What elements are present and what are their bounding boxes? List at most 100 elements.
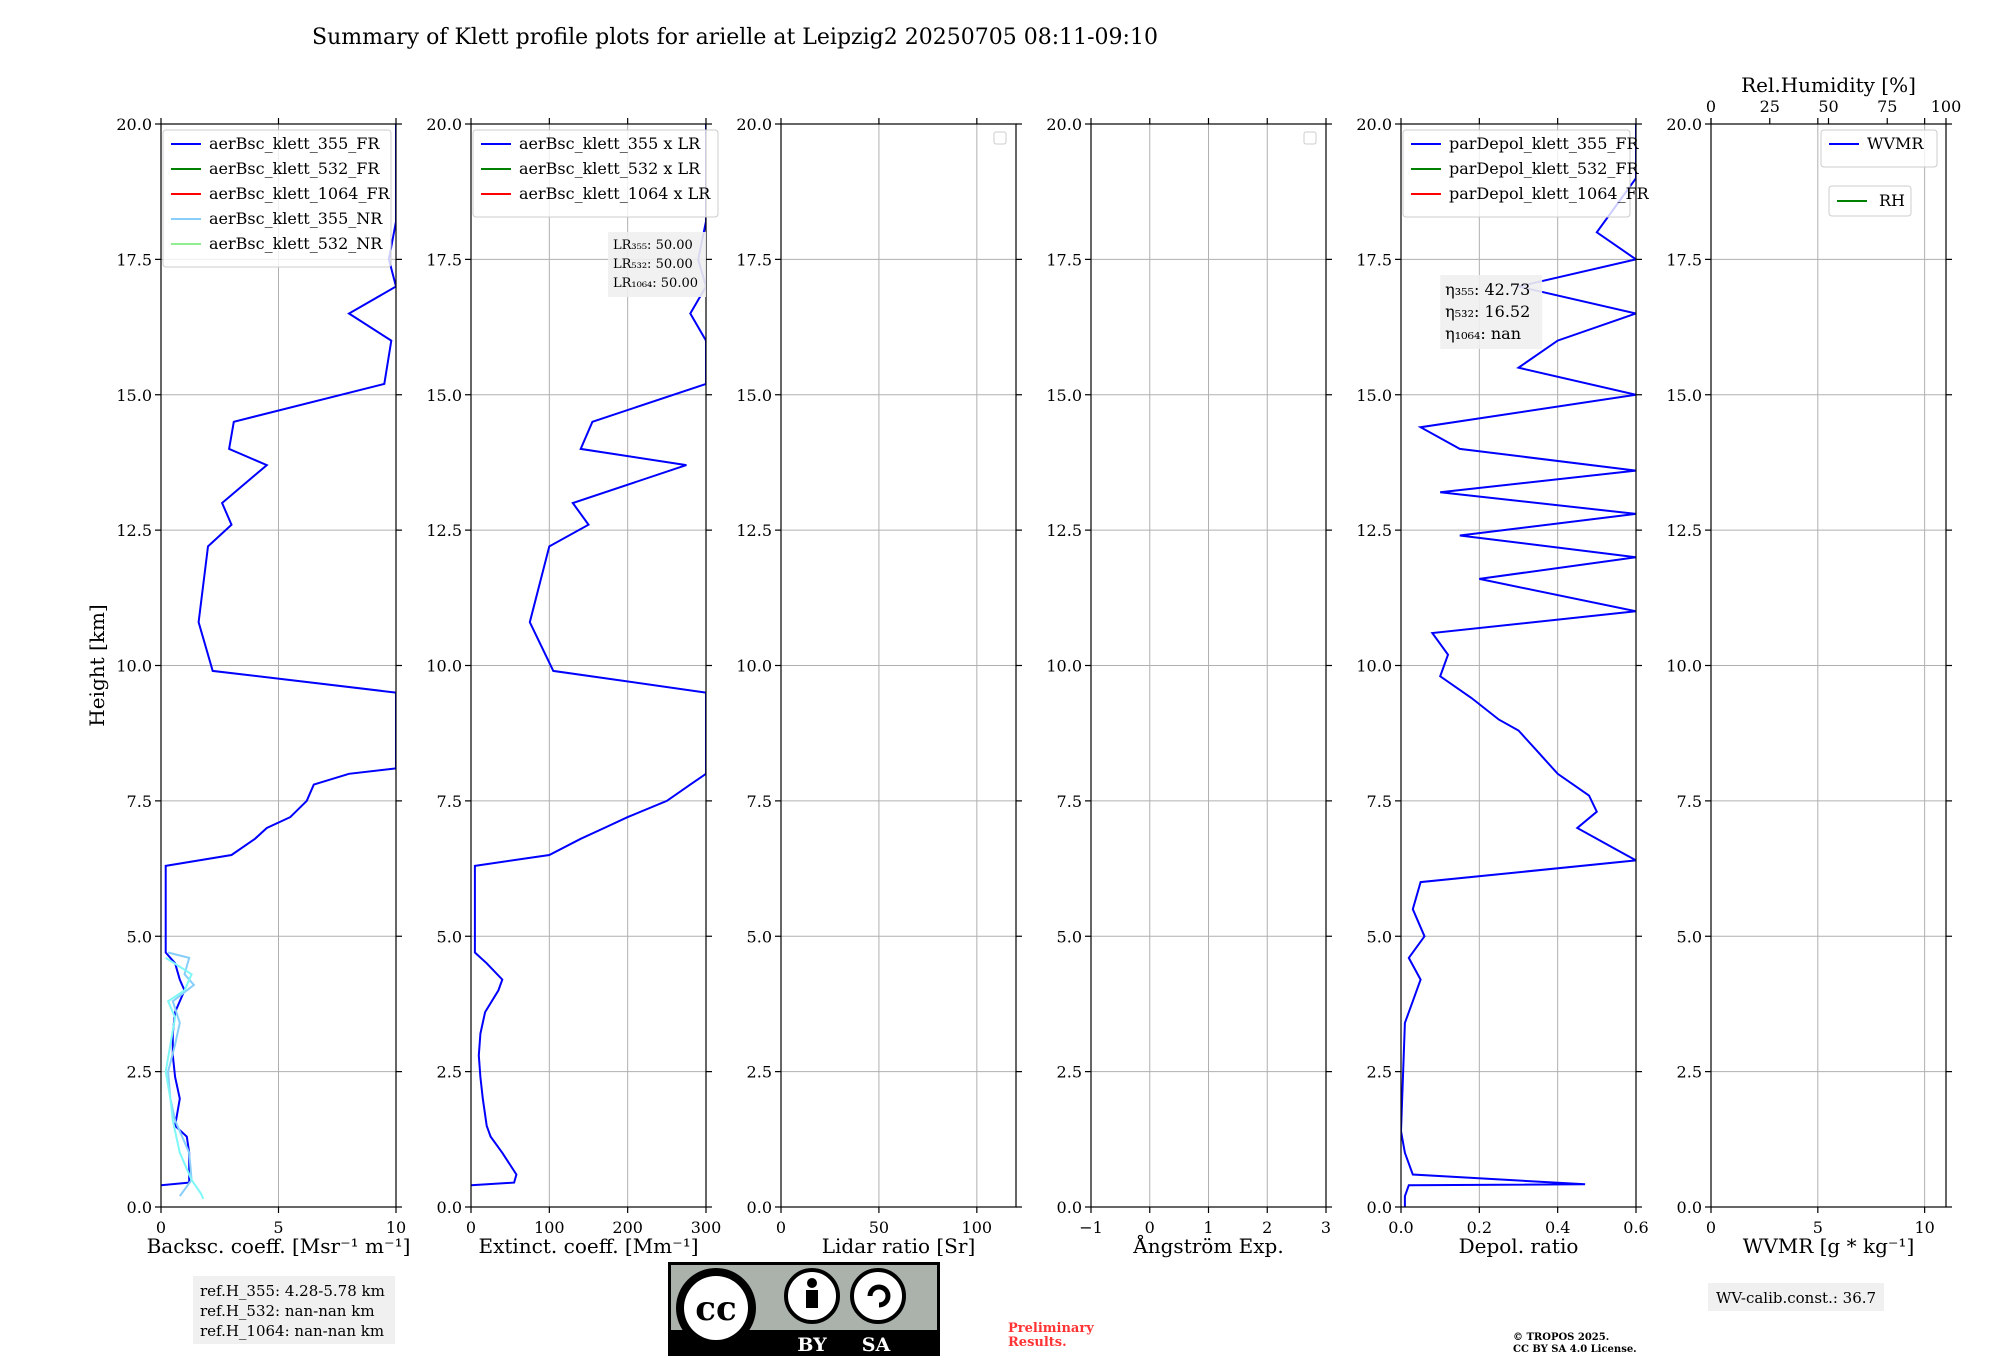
y-tick-label: 7.5 xyxy=(1367,792,1392,811)
legend-box xyxy=(162,129,392,268)
sa-arrow-icon xyxy=(867,1284,891,1308)
copyright-line-2: CC BY SA 4.0 License. xyxy=(1513,1344,1637,1355)
y-tick-label: 10.0 xyxy=(736,657,772,676)
x-tick-label: 300 xyxy=(691,1218,722,1237)
legend-box xyxy=(472,129,719,218)
y-tick-label: 7.5 xyxy=(1677,792,1702,811)
x-tick-label: 0.2 xyxy=(1467,1218,1492,1237)
x-tick-label: 0 xyxy=(156,1218,166,1237)
x-axis-label: Depol. ratio xyxy=(1459,1234,1579,1258)
y-tick-label: 17.5 xyxy=(736,250,772,269)
x-tick-label: 10 xyxy=(1914,1218,1934,1237)
y-tick-label: 0.0 xyxy=(1367,1198,1392,1217)
annotation-text: LR₅₃₂: 50.00 xyxy=(613,257,693,272)
y-tick-label: 0.0 xyxy=(747,1198,772,1217)
y-tick-label: 2.5 xyxy=(437,1063,462,1082)
axes-depol: 0.0 0.2 0.4 0.6 0.0 2.5 5.0 7.5 10.0 12.5 15.0 17.5… xyxy=(1356,115,1649,1258)
legend2-label: RH xyxy=(1879,191,1905,210)
y-tick-label: 12.5 xyxy=(426,521,462,540)
y-tick-label: 15.0 xyxy=(116,386,152,405)
series-line-aerBsc_klett_355_NR xyxy=(167,951,196,1197)
axes-extinction: 0 100 200 300 0.0 2.5 5.0 7.5 10.0 12.5 15.0 17.5 20… xyxy=(426,115,721,1258)
cc-by-sa-logo: cc BY SA xyxy=(668,1262,940,1356)
y-tick-label: 12.5 xyxy=(1666,521,1702,540)
cc-text: cc xyxy=(695,1289,736,1329)
y-tick-label: 10.0 xyxy=(1666,657,1702,676)
legend-label: parDepol_klett_1064_FR xyxy=(1449,184,1650,203)
wv-calib-box-bg xyxy=(1708,1283,1884,1311)
x-tick-label: 3 xyxy=(1321,1218,1331,1237)
y-tick-label: 0.0 xyxy=(1677,1198,1702,1217)
plots-container: 0 5 100.02.55.07.510.012.515.017.520.0Back… xyxy=(85,73,1961,1258)
x-tick-label: 0.6 xyxy=(1623,1218,1648,1237)
y-tick-label: 2.5 xyxy=(747,1063,772,1082)
y-tick-label: 2.5 xyxy=(1367,1063,1392,1082)
y-tick-label: 5.0 xyxy=(747,927,772,946)
sa-share-alike-icon xyxy=(850,1268,906,1324)
sa-label: SA xyxy=(862,1334,891,1356)
legend-label: aerBsc_klett_355 x LR xyxy=(519,134,701,153)
y-tick-label: 10.0 xyxy=(116,657,152,676)
y-tick-label: 20.0 xyxy=(1666,115,1702,134)
series-line-aerBsc_klett_532_NR xyxy=(164,957,205,1200)
wv-calib-box: WV-calib.const.: 36.7 xyxy=(1708,1283,1884,1311)
y-tick-label: 15.0 xyxy=(426,386,462,405)
axes-angstrom: −1 0 1 2 3 0.0 2.5 5.0 7.5 10.0 12.5 15.0 17.5 20.0 Ån… xyxy=(1046,115,1332,1258)
y-tick-label: 15.0 xyxy=(1666,386,1702,405)
cc-circle xyxy=(684,1276,748,1340)
top-x-tick-label: 100 xyxy=(1931,97,1962,116)
y-tick-label: 17.5 xyxy=(1666,250,1702,269)
x-tick-label: 0 xyxy=(1706,1218,1716,1237)
y-tick-label: 20.0 xyxy=(1356,115,1392,134)
y-tick-label: 2.5 xyxy=(1677,1063,1702,1082)
y-tick-label: 12.5 xyxy=(736,521,772,540)
copyright-line-1: © TROPOS 2025. xyxy=(1513,1332,1609,1343)
y-tick-label: 20.0 xyxy=(426,115,462,134)
x-tick-label: 0 xyxy=(776,1218,786,1237)
by-person-body xyxy=(806,1290,818,1308)
wv-calib-text: WV-calib.const.: 36.7 xyxy=(1716,1289,1876,1307)
y-tick-label: 17.5 xyxy=(426,250,462,269)
x-axis-label: Extinct. coeff. [Mm⁻¹] xyxy=(478,1234,698,1258)
y-tick-label: 7.5 xyxy=(437,792,462,811)
legend-label: aerBsc_klett_532 x LR xyxy=(519,159,701,178)
y-tick-label: 17.5 xyxy=(116,250,152,269)
x-tick-label: 1 xyxy=(1203,1218,1213,1237)
y-tick-label: 5.0 xyxy=(1057,927,1082,946)
x-tick-label: 5 xyxy=(1813,1218,1823,1237)
annotation-box xyxy=(608,232,706,297)
x-tick-label: 5 xyxy=(273,1218,283,1237)
y-tick-label: 17.5 xyxy=(1356,250,1392,269)
x-tick-label: −1 xyxy=(1079,1218,1103,1237)
x-axis-label: Backsc. coeff. [Msr⁻¹ m⁻¹] xyxy=(147,1234,411,1258)
y-tick-label: 20.0 xyxy=(1046,115,1082,134)
annotation-text: LR₃₅₅: 50.00 xyxy=(613,238,693,253)
y-tick-label: 2.5 xyxy=(1057,1063,1082,1082)
figure-title: Summary of Klett profile plots for ariel… xyxy=(312,25,1158,50)
annotation-box xyxy=(1440,275,1543,349)
x-axis-label: Ångström Exp. xyxy=(1132,1233,1283,1258)
legend-label: aerBsc_klett_355_FR xyxy=(209,134,380,153)
x-tick-label: 0.0 xyxy=(1388,1218,1413,1237)
y-tick-label: 5.0 xyxy=(437,927,462,946)
annotation-text: η₃₅₅: 42.73 xyxy=(1445,280,1530,299)
y-tick-label: 17.5 xyxy=(1046,250,1082,269)
legend-box xyxy=(1402,129,1631,218)
x-tick-label: 100 xyxy=(534,1218,565,1237)
y-tick-label: 10.0 xyxy=(426,657,462,676)
legend-box xyxy=(1820,129,1938,168)
x-tick-label: 50 xyxy=(869,1218,889,1237)
legend-label: parDepol_klett_532_FR xyxy=(1449,159,1640,178)
annotation-text: η₁₀₆₄: nan xyxy=(1445,324,1521,343)
series-line-aerBsc_klett_355 x LR xyxy=(471,124,706,1187)
ref-height-box: ref.H_355: 4.28-5.78 km ref.H_532: nan-n… xyxy=(193,1276,395,1344)
y-tick-label: 10.0 xyxy=(1356,657,1392,676)
axes-backscatter: 0 5 10 0.0 2.5 5.0 7.5 10.0 12.5 15.0 17.5 20.0 Back… xyxy=(85,115,410,1258)
empty-legend-marker xyxy=(1303,131,1317,145)
y-tick-label: 15.0 xyxy=(736,386,772,405)
y-tick-label: 20.0 xyxy=(736,115,772,134)
x-tick-label: 0 xyxy=(1145,1218,1155,1237)
by-person-head xyxy=(807,1278,817,1288)
top-x-tick-label: 25 xyxy=(1760,97,1780,116)
legend-label: aerBsc_klett_532_FR xyxy=(209,159,380,178)
